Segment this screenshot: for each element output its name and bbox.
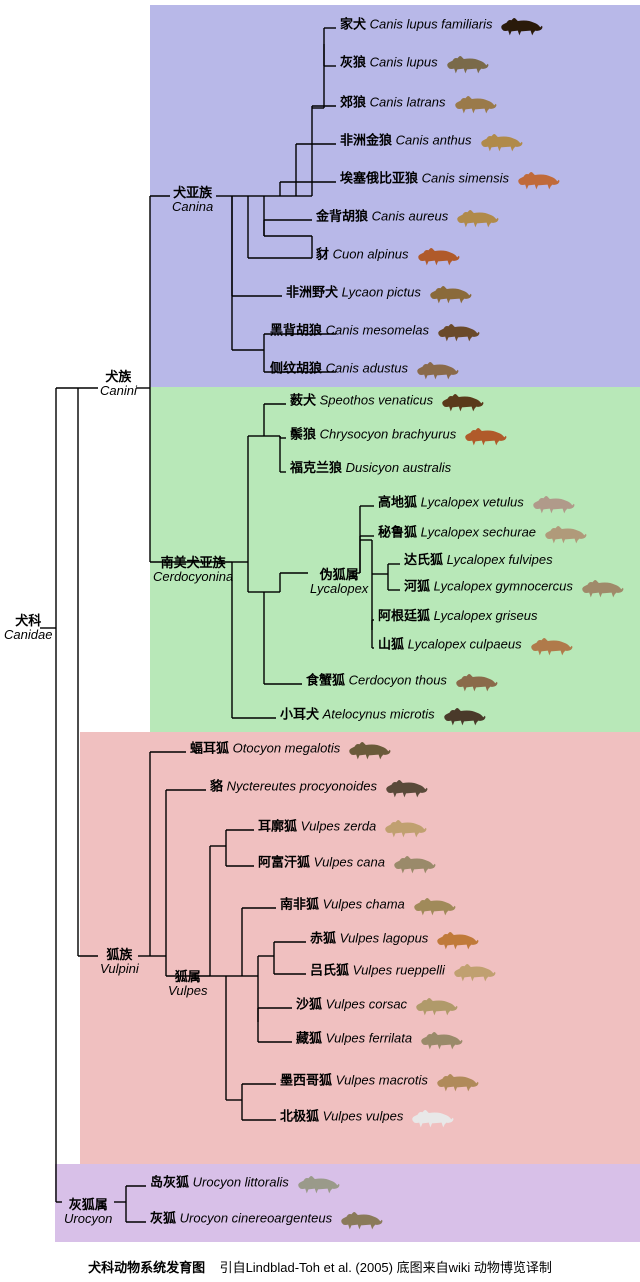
leaf-otocyon-megalotis: 蝠耳狐 Otocyon megalotis [190,737,394,761]
node-vulpini: 狐族Vulpini [100,948,139,977]
leaf-lycalopex-sechurae: 秘鲁狐 Lycalopex sechurae [378,521,590,545]
animal-icon [425,281,475,305]
animal-icon [432,927,482,951]
animal-icon [411,993,461,1017]
animal-icon [577,575,627,599]
animal-icon [381,775,431,799]
node-urocyon: 灰狐属Urocyon [64,1198,112,1227]
leaf-canis-latrans: 郊狼 Canis latrans [340,91,500,115]
animal-icon [439,703,489,727]
node-root: 犬科Canidae [4,614,52,643]
leaf-canis-aureus: 金背胡狼 Canis aureus [316,205,502,229]
animal-icon [526,633,576,657]
leaf-urocyon-littoralis: 岛灰狐 Urocyon littoralis [150,1171,343,1195]
animal-icon [450,91,500,115]
node-cerdocyonina: 南美犬亚族Cerdocyonina [153,556,233,585]
leaf-lycalopex-fulvipes: 达氏狐 Lycalopex fulvipes [404,549,553,568]
caption-source: 引自Lindblad-Toh et al. (2005) 底图来自wiki 动物… [220,1260,552,1275]
leaf-chrysocyon-brachyurus: 鬃狼 Chrysocyon brachyurus [290,423,510,447]
node-lycalopex: 伪狐属Lycalopex [310,568,368,597]
animal-icon [412,357,462,381]
leaf-vulpes-macrotis: 墨西哥狐 Vulpes macrotis [280,1069,482,1093]
animal-icon [460,423,510,447]
animal-icon [540,521,590,545]
leaf-urocyon-cinereoargenteus: 灰狐 Urocyon cinereoargenteus [150,1207,386,1231]
leaf-canis-mesomelas: 黑背胡狼 Canis mesomelas [270,319,483,343]
animal-icon [389,851,439,875]
animal-icon [451,669,501,693]
animal-icon [380,815,430,839]
animal-icon [437,389,487,413]
leaf-dusicyon-australis: 福克兰狼 Dusicyon australis [290,457,451,476]
leaf-canis-lupus-familiaris: 家犬 Canis lupus familiaris [340,13,546,37]
animal-icon [442,51,492,75]
animal-icon [476,129,526,153]
leaf-lycaon-pictus: 非洲野犬 Lycaon pictus [286,281,475,305]
leaf-canis-adustus: 侧纹胡狼 Canis adustus [270,357,462,381]
animal-icon [293,1171,343,1195]
animal-icon [344,737,394,761]
animal-icon [416,1027,466,1051]
animal-icon [449,959,499,983]
leaf-vulpes-zerda: 耳廓狐 Vulpes zerda [258,815,430,839]
animal-icon [433,319,483,343]
leaf-vulpes-rueppelli: 吕氏狐 Vulpes rueppelli [310,959,499,983]
animal-icon [336,1207,386,1231]
animal-icon [513,167,563,191]
animal-icon [452,205,502,229]
leaf-cerdocyon-thous: 食蟹狐 Cerdocyon thous [306,669,501,693]
animal-icon [496,13,546,37]
leaf-speothos-venaticus: 薮犬 Speothos venaticus [290,389,487,413]
leaf-lycalopex-vetulus: 高地狐 Lycalopex vetulus [378,491,578,515]
leaf-cuon-alpinus: 豺 Cuon alpinus [316,243,463,267]
leaf-lycalopex-gymnocercus: 河狐 Lycalopex gymnocercus [404,575,627,599]
caption: 犬科动物系统发育图 引自Lindblad-Toh et al. (2005) 底… [0,1257,640,1276]
leaf-nyctereutes-procyonoides: 貉 Nyctereutes procyonoides [210,775,431,799]
leaf-canis-simensis: 埃塞俄比亚狼 Canis simensis [340,167,563,191]
leaf-lycalopex-culpaeus: 山狐 Lycalopex culpaeus [378,633,576,657]
leaf-vulpes-ferrilata: 藏狐 Vulpes ferrilata [296,1027,466,1051]
leaf-vulpes-lagopus: 赤狐 Vulpes lagopus [310,927,482,951]
animal-icon [432,1069,482,1093]
animal-icon [528,491,578,515]
leaf-vulpes-corsac: 沙狐 Vulpes corsac [296,993,461,1017]
leaf-canis-anthus: 非洲金狼 Canis anthus [340,129,526,153]
leaf-vulpes-cana: 阿富汗狐 Vulpes cana [258,851,439,875]
caption-title: 犬科动物系统发育图 [88,1260,205,1275]
leaf-lycalopex-griseus: 阿根廷狐 Lycalopex griseus [378,605,537,624]
animal-icon [413,243,463,267]
animal-icon [409,893,459,917]
leaf-vulpes-chama: 南非狐 Vulpes chama [280,893,459,917]
leaf-atelocynus-microtis: 小耳犬 Atelocynus microtis [280,703,489,727]
animal-icon [407,1105,457,1129]
node-vulpes: 狐属Vulpes [168,970,208,999]
node-canina: 犬亚族Canina [172,186,213,215]
node-canini: 犬族Canini [100,370,137,399]
leaf-canis-lupus: 灰狼 Canis lupus [340,51,492,75]
leaf-vulpes-vulpes: 北极狐 Vulpes vulpes [280,1105,457,1129]
